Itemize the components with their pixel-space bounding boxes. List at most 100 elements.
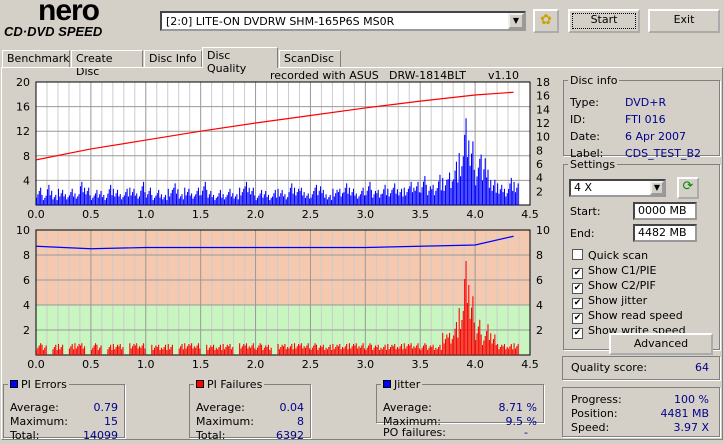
pif-bar [405,348,407,355]
chevron-down-icon[interactable]: ▼ [650,181,664,195]
pif-bar [514,348,516,355]
pie-bar [250,194,252,205]
pi-errors-title: PI Errors [21,378,67,391]
progress-value: 100 % [674,393,709,406]
pie-bar [394,183,396,205]
pie-bar [499,189,501,205]
pie-bar [255,200,257,205]
pie-bar [203,186,205,205]
checkbox-show-read-speed[interactable]: ✔ Show read speed [572,309,683,324]
pie-bar [151,194,153,205]
pif-bar [381,349,383,355]
pif-bar [60,347,62,355]
pie-bar [304,197,307,205]
pie-bar [501,184,503,205]
pie-bar [148,190,150,205]
start-button[interactable]: Start [568,9,640,33]
y-tick-label: 10 [16,224,30,237]
speed-select[interactable]: 4 X ▼ [569,179,666,197]
pie-bar [462,156,464,205]
pie-bar [90,200,92,205]
speed-value: 3.97 X [673,421,709,434]
pif-bar [501,344,503,355]
pif-bar [342,347,344,355]
pif-maximum-label: Maximum: [196,415,254,428]
checkbox-box[interactable]: ✔ [572,283,583,294]
y2-tick-label: 16 [536,90,550,103]
pie-bar [473,169,475,205]
pif-bar [180,346,182,355]
pie-bar [195,194,197,205]
pie-bar [516,187,518,205]
pie-bar [427,195,429,205]
pi-errors-group: PI Errors Average: 0.79 Maximum: 15 Total:… [3,378,125,442]
pie-bar [105,197,108,205]
pif-bar [192,348,194,355]
pie-bar [103,194,105,205]
pif-bar [84,346,86,355]
po-failures-label: PO failures: [383,426,446,439]
pif-bar [136,343,138,355]
pif-average-value: 0.04 [279,401,305,414]
pie-bar [233,198,235,205]
drive-select[interactable]: [2:0] LITE-ON DVDRW SHM-165P6S MS0R ▼ [160,11,526,31]
chevron-down-icon[interactable]: ▼ [508,13,524,29]
checkbox-show-c1-pie[interactable]: ✔ Show C1/PIE [572,264,656,279]
pif-bar [170,347,172,355]
pie-bar [411,192,414,205]
checkbox-show-c2-pif[interactable]: ✔ Show C2/PIF [572,279,656,294]
pie-bar [202,190,204,205]
refresh-icon[interactable]: ⟳ [677,177,699,199]
pi-failures-title: PI Failures [207,378,263,391]
checkbox-show-jitter[interactable]: ✔ Show jitter [572,294,647,309]
pif-bar [420,350,422,355]
pie-bar [254,195,256,205]
tab-create-disc[interactable]: Create Disc [71,50,143,78]
pie-bar [252,187,254,205]
pif-bar [309,348,311,355]
pie-bar [186,192,189,205]
pie-bar [57,188,60,205]
tab-scandisc[interactable]: ScanDisc [279,50,341,68]
pif-bar [57,344,60,355]
pie-bar [247,192,249,205]
pif-bar [138,346,140,355]
checkbox-box[interactable] [572,249,583,260]
checkbox-box[interactable]: ✔ [572,328,583,339]
pif-bar [193,346,195,355]
pif-bar [347,349,349,355]
pif-bar [256,347,258,355]
advanced-button[interactable]: Advanced [609,333,713,355]
checkbox-box[interactable]: ✔ [572,313,583,324]
pif-bar [71,344,73,355]
tab-disc-quality[interactable]: Disc Quality [202,47,278,75]
pie-bar [171,189,173,205]
pie-bar [123,195,125,205]
pie-bar [509,183,511,205]
pif-bar [245,343,248,355]
tab-disc-info[interactable]: Disc Info [144,50,202,68]
pie-bar [414,190,416,205]
pie-bar [204,181,206,205]
exit-button[interactable]: Exit [648,9,720,33]
pif-bar [325,347,327,355]
pie-bar [86,190,88,205]
checkbox-quick-scan[interactable]: Quick scan [572,249,648,262]
start-input[interactable]: 0000 MB [633,202,697,220]
pie-bar [461,166,463,205]
pif-bar [380,347,382,355]
pif-bar [484,336,486,355]
end-input[interactable]: 4482 MB [633,224,697,242]
checkbox-box[interactable]: ✔ [572,298,583,309]
pie-bar [287,197,289,205]
pie-bar [240,195,242,205]
pie-bar [211,197,213,205]
checkbox-box[interactable]: ✔ [572,268,583,279]
y2-tick-label: 6 [536,274,543,287]
pie-bar [55,194,57,205]
pif-bar [223,349,226,355]
position-value: 4481 MB [660,407,709,420]
pie-bar [320,186,322,205]
drive-config-icon[interactable]: ✿ [533,9,559,33]
tab-benchmark[interactable]: Benchmark [2,50,70,68]
